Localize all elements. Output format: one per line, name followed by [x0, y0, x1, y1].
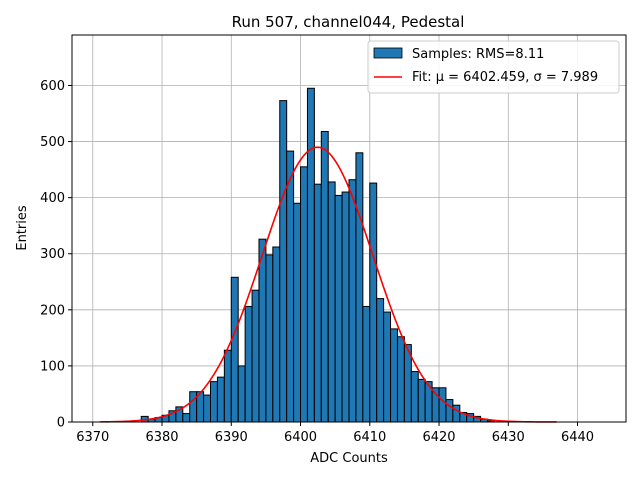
histogram-bar — [272, 246, 281, 423]
histogram-bar — [452, 404, 461, 423]
x-tick-label: 6390 — [215, 430, 248, 445]
histogram-bar — [251, 289, 260, 423]
histogram-bar — [300, 166, 308, 423]
y-tick-label: 200 — [40, 303, 65, 318]
histogram-bar — [189, 391, 198, 423]
x-tick-label: 6440 — [561, 430, 594, 445]
plot-frame — [71, 34, 627, 423]
histogram-bar — [258, 238, 267, 423]
histogram-bar — [362, 305, 371, 423]
histogram-bar — [320, 130, 329, 423]
histogram-bar — [279, 100, 288, 423]
histogram-bar — [230, 276, 239, 423]
histogram-bar — [390, 328, 398, 423]
x-tick-label: 6420 — [422, 430, 455, 445]
x-tick-label: 6430 — [492, 430, 525, 445]
histogram-bar — [341, 191, 350, 423]
legend-box — [367, 40, 620, 94]
x-axis-ticks: 6370 6380 6390 6400 6410 6420 6430 6440 — [76, 422, 594, 445]
y-tick-label: 300 — [40, 247, 65, 262]
histogram-bar — [376, 298, 385, 423]
histogram-bar — [348, 179, 357, 423]
histogram-bar — [445, 399, 454, 423]
legend-label-samples: Samples: RMS=8.11 — [412, 47, 544, 62]
histogram-bar — [306, 87, 315, 423]
histogram-bar — [438, 387, 447, 423]
histogram-bar — [244, 305, 253, 423]
chart-title: Run 507, channel044, Pedestal — [232, 13, 465, 31]
histogram-bar — [355, 152, 364, 423]
y-tick-label: 500 — [40, 135, 65, 150]
x-tick-label: 6410 — [353, 430, 386, 445]
histogram-bar — [210, 381, 218, 423]
histogram-bar — [223, 349, 232, 423]
y-axis-label: Entries — [15, 205, 30, 251]
y-tick-label: 0 — [57, 416, 65, 431]
histogram-bar — [182, 413, 191, 423]
histogram-bar — [334, 194, 343, 423]
legend: Samples: RMS=8.11 Fit: μ = 6402.459, σ =… — [367, 40, 620, 94]
histogram-bar — [396, 336, 405, 423]
histogram-bar — [410, 371, 419, 423]
histogram-bar — [417, 378, 426, 423]
histogram-bar — [369, 182, 378, 423]
histogram-bar — [313, 183, 322, 423]
fit-curve — [99, 146, 557, 423]
x-axis-label: ADC Counts — [310, 451, 388, 466]
y-axis-ticks: 0 100 200 300 400 500 600 — [40, 79, 72, 431]
x-tick-label: 6380 — [145, 430, 178, 445]
y-tick-label: 600 — [40, 79, 65, 94]
histogram-bar — [216, 376, 225, 423]
histogram-bar — [286, 150, 295, 423]
histogram-bar — [265, 254, 274, 423]
histogram-bar — [327, 181, 336, 423]
x-tick-label: 6370 — [76, 430, 109, 445]
histogram-bar — [203, 394, 211, 423]
y-tick-label: 100 — [40, 359, 65, 374]
histogram-bar — [237, 365, 246, 423]
legend-label-fit: Fit: μ = 6402.459, σ = 7.989 — [412, 70, 598, 85]
x-tick-label: 6400 — [284, 430, 317, 445]
y-tick-label: 400 — [40, 191, 65, 206]
histogram-bar — [293, 202, 302, 423]
legend-patch-samples — [373, 47, 403, 59]
histogram-bar — [383, 311, 392, 423]
